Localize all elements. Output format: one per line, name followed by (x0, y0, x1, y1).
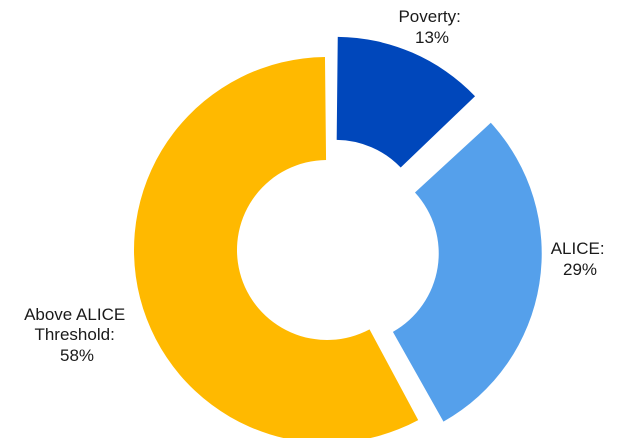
slice-group (134, 36, 542, 438)
poverty-label: Poverty: 13% (398, 7, 465, 47)
above-alice-threshold-slice (134, 57, 419, 438)
poverty-slice (336, 36, 476, 168)
alice-slice (392, 122, 542, 422)
above-alice-threshold-label: Above ALICE Threshold: 58% (24, 305, 130, 365)
alice-label: ALICE: 29% (551, 239, 610, 279)
